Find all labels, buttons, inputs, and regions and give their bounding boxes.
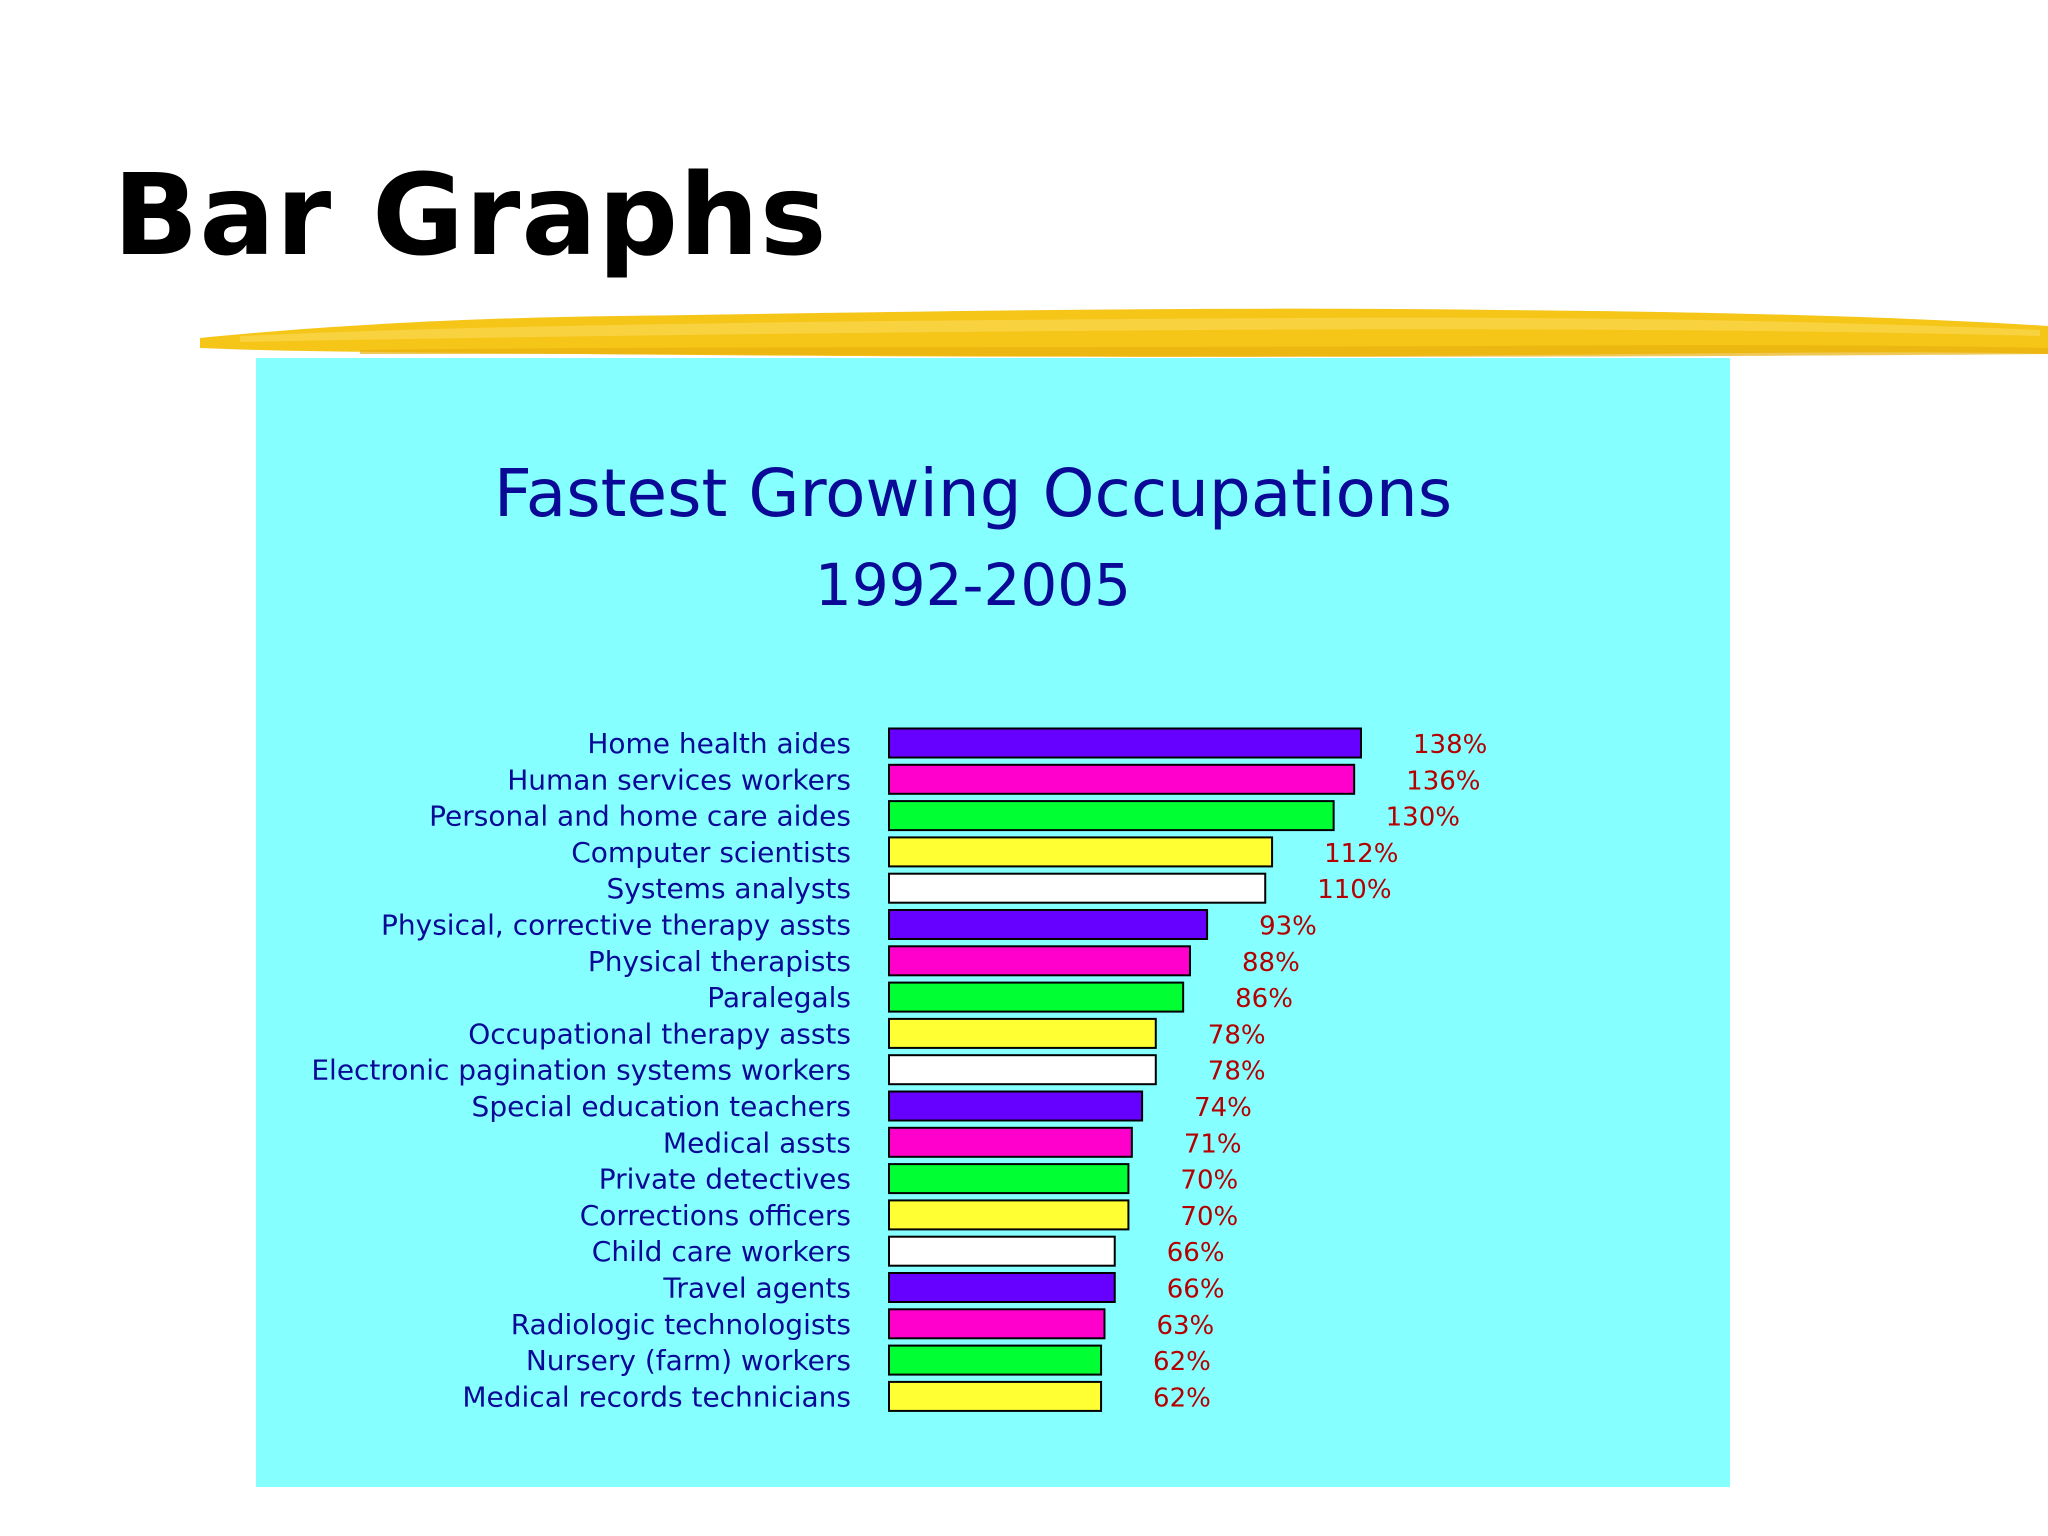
value-label: 130% — [1386, 803, 1460, 833]
bar — [888, 727, 1362, 759]
category-label: Personal and home care aides — [429, 800, 851, 833]
category-label: Computer scientists — [571, 836, 851, 869]
brush-stroke-underline — [200, 308, 2048, 357]
category-label: Child care workers — [592, 1235, 851, 1268]
category-label: Occupational therapy assts — [468, 1017, 851, 1050]
bar — [888, 1090, 1144, 1122]
value-label: 62% — [1153, 1383, 1211, 1413]
value-label: 93% — [1259, 912, 1317, 942]
bar — [888, 763, 1356, 795]
value-label: 110% — [1317, 875, 1391, 905]
bar — [888, 1308, 1106, 1340]
chart-panel: Fastest Growing Occupations 1992-2005 Ho… — [256, 358, 1730, 1487]
category-label: Physical, corrective therapy assts — [381, 909, 851, 942]
value-label: 136% — [1406, 766, 1480, 796]
bar — [888, 800, 1335, 832]
category-label: Nursery (farm) workers — [526, 1344, 851, 1377]
category-label: Corrections officers — [580, 1199, 851, 1232]
bar — [888, 1199, 1130, 1231]
value-label: 66% — [1167, 1238, 1225, 1268]
category-label: Paralegals — [707, 981, 851, 1014]
category-label: Medical records technicians — [462, 1380, 851, 1413]
category-label: Electronic pagination systems workers — [311, 1054, 851, 1087]
value-label: 71% — [1184, 1129, 1242, 1159]
bar — [888, 1235, 1116, 1267]
category-label: Special education teachers — [472, 1090, 851, 1123]
bar — [888, 1272, 1116, 1303]
bar-chart: Home health aides 138% Human services work… — [311, 727, 1487, 1413]
category-label: Travel agents — [662, 1272, 851, 1305]
category-label: Private detectives — [599, 1163, 851, 1196]
bar — [888, 1017, 1157, 1049]
category-label: Radiologic technologists — [511, 1308, 851, 1341]
category-label: Medical assts — [663, 1126, 851, 1159]
category-label: Systems analysts — [607, 872, 851, 905]
bar — [888, 1344, 1103, 1376]
bar — [888, 981, 1185, 1013]
value-label: 86% — [1235, 984, 1293, 1014]
slide-title: Bar Graphs — [113, 151, 828, 281]
bar — [888, 1163, 1130, 1195]
value-label: 74% — [1194, 1093, 1252, 1123]
bar — [888, 1126, 1133, 1158]
bar — [888, 1054, 1157, 1086]
category-label: Home health aides — [587, 727, 851, 760]
chart-subtitle: 1992-2005 — [814, 551, 1132, 619]
value-label: 138% — [1413, 730, 1487, 760]
bar — [888, 945, 1191, 977]
bar — [888, 872, 1267, 904]
value-label: 112% — [1324, 839, 1398, 869]
bar — [888, 1380, 1103, 1412]
category-label: Human services workers — [507, 763, 851, 796]
value-label: 63% — [1156, 1311, 1214, 1341]
value-label: 88% — [1242, 948, 1300, 978]
chart-title: Fastest Growing Occupations — [493, 455, 1453, 532]
value-label: 70% — [1180, 1166, 1238, 1196]
bar — [888, 836, 1274, 868]
value-label: 70% — [1180, 1202, 1238, 1232]
value-label: 78% — [1208, 1020, 1266, 1050]
value-label: 62% — [1153, 1347, 1211, 1377]
value-label: 66% — [1167, 1275, 1225, 1305]
value-label: 78% — [1208, 1057, 1266, 1087]
bar — [888, 909, 1209, 940]
category-label: Physical therapists — [588, 945, 851, 978]
